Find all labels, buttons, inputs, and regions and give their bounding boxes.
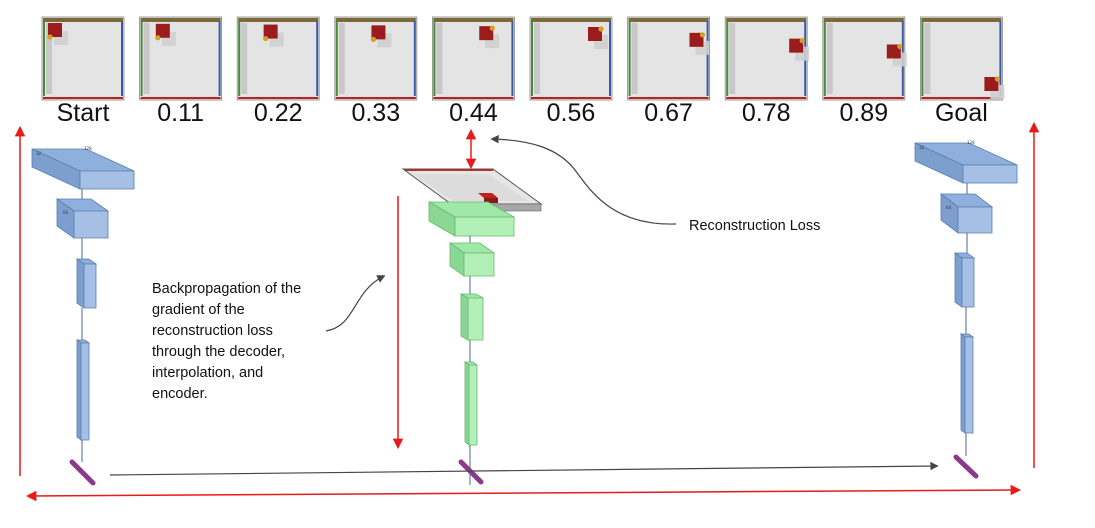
latent-interpolation-arrow — [109, 461, 939, 476]
dense-layer-start-1 — [75, 258, 98, 309]
scene-thumbnail — [431, 16, 515, 101]
dense-layer-goal-2 — [959, 333, 975, 434]
block-object — [479, 26, 494, 41]
block-object — [984, 77, 999, 91]
svg-text:32: 32 — [919, 145, 925, 150]
thumbnail-label: 0.22 — [254, 99, 303, 127]
dense-layer-start-2 — [75, 339, 91, 441]
thumbnail-label: 0.11 — [157, 99, 204, 127]
scene-thumbnail — [627, 16, 710, 101]
scene-thumbnail — [822, 16, 907, 101]
svg-text:64: 64 — [946, 205, 952, 210]
svg-text:128: 128 — [967, 140, 975, 145]
latent-code-goal — [953, 454, 979, 479]
thumbnail-label: Goal — [935, 99, 988, 127]
backprop-line-1: Backpropagation of the — [152, 281, 301, 297]
gripper-marker — [799, 38, 805, 44]
thumbnail-label: Start — [57, 99, 110, 127]
backprop-line-6: encoder. — [152, 386, 208, 402]
reconstruction-loss-pointer — [490, 134, 677, 225]
gripper-marker — [370, 36, 377, 42]
input-layer-goal: 32 128 — [914, 140, 1018, 184]
gripper-marker — [489, 25, 495, 31]
gripper-marker — [699, 32, 706, 38]
decoder-layer-4 — [463, 361, 479, 446]
gripper-marker — [598, 26, 604, 32]
latent-code-start — [69, 459, 96, 486]
block-object — [588, 27, 602, 41]
scene-thumbnail — [920, 16, 1005, 101]
gripper-marker — [897, 43, 903, 50]
backprop-line-3: reconstruction loss — [152, 323, 273, 339]
gripper-marker — [994, 76, 1001, 82]
svg-text:64: 64 — [63, 210, 69, 215]
block-object — [48, 23, 62, 37]
block-object — [263, 24, 278, 39]
decoder-layer-1 — [427, 201, 516, 237]
thumbnail-label: 0.44 — [449, 99, 498, 127]
encoder-network-start: 32 128 64 — [31, 146, 135, 486]
dense-layer-goal-1 — [953, 252, 976, 308]
thumbnail-strip: Start 0.11 0.22 0.33 0.44 0.56 0.67 0.78 0.89 Goa… — [41, 16, 1005, 127]
backprop-line-2: gradient of the — [152, 302, 245, 318]
scene-thumbnail — [139, 16, 223, 101]
thumbnail-label: 0.78 — [742, 99, 791, 127]
gripper-marker — [155, 35, 161, 41]
thumbnail-label: 0.33 — [351, 99, 400, 127]
input-layer-start: 32 128 — [31, 146, 135, 190]
thumbnail-label: 0.56 — [547, 99, 596, 127]
conv-layer-start: 64 — [55, 198, 110, 239]
encoder-network-goal: 32 128 64 — [914, 140, 1018, 479]
block-object — [371, 25, 386, 40]
block-object — [689, 32, 704, 47]
scene-thumbnail — [724, 16, 810, 101]
latent-code-interpolated — [458, 459, 484, 485]
block-object — [155, 23, 170, 38]
scene-thumbnail — [334, 16, 418, 101]
thumbnail-label: 0.89 — [839, 99, 888, 127]
reconstruction-loss-label: Reconstruction Loss — [689, 218, 820, 234]
backprop-line-4: through the decoder, — [152, 344, 285, 360]
backprop-description: Backpropagation of the gradient of the r… — [152, 281, 301, 402]
gripper-marker — [47, 34, 53, 40]
decoder-layer-2 — [448, 242, 496, 277]
scene-thumbnail — [236, 16, 320, 101]
bottom-red-double-arrow — [25, 484, 1022, 502]
backprop-pointer — [325, 275, 386, 332]
thumbnail-label: 0.67 — [644, 99, 693, 127]
conv-layer-goal: 64 — [939, 193, 994, 234]
decoder-network — [401, 168, 543, 485]
svg-text:32: 32 — [36, 151, 42, 156]
block-object — [789, 38, 804, 53]
decoder-layer-3 — [459, 293, 485, 341]
backprop-line-5: interpolation, and — [152, 365, 263, 381]
scene-thumbnail — [41, 16, 125, 101]
svg-text:128: 128 — [84, 146, 92, 151]
gripper-marker — [263, 35, 269, 42]
block-object — [886, 44, 901, 59]
scene-thumbnail — [529, 16, 613, 101]
